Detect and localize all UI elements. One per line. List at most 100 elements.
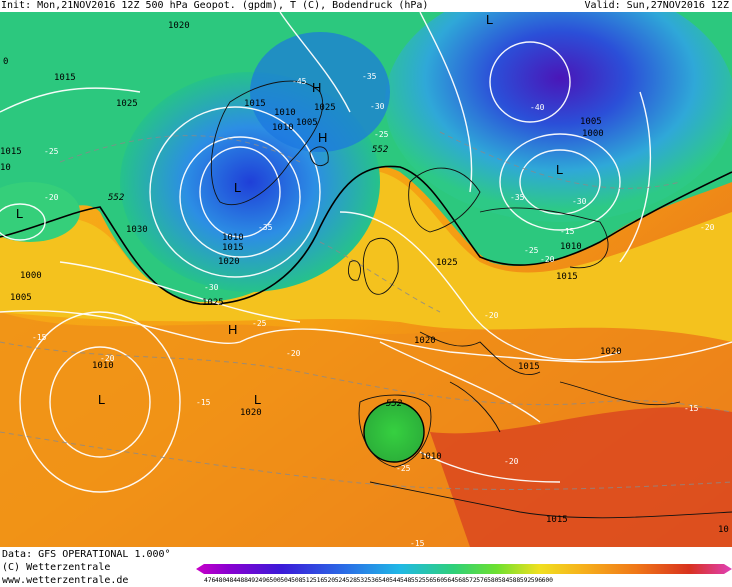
pressure-label: 0 bbox=[3, 57, 8, 67]
pressure-label: 1020 bbox=[168, 21, 190, 31]
pressure-label: 1010 bbox=[272, 123, 294, 133]
geopotential-552-contour bbox=[0, 165, 732, 305]
pressure-label: 1010 bbox=[560, 242, 582, 252]
temperature-label: -25 bbox=[396, 464, 411, 473]
color-scale-tick: 488 bbox=[236, 576, 248, 584]
color-scale-tick: 508 bbox=[291, 576, 303, 584]
pressure-label: 1005 bbox=[580, 117, 602, 127]
pressure-label: 1020 bbox=[218, 257, 240, 267]
color-scale-ticks: 4764804844884924965005045085125165205245… bbox=[204, 576, 553, 585]
coastlines bbox=[210, 80, 732, 519]
pressure-label: 1015 bbox=[518, 362, 540, 372]
pressure-label: 1015 bbox=[556, 272, 578, 282]
pressure-label: 1005 bbox=[10, 293, 32, 303]
pressure-label: 1000 bbox=[582, 129, 604, 139]
pressure-label: 1025 bbox=[202, 298, 224, 308]
color-scale-tick: 560 bbox=[432, 576, 444, 584]
temperature-label: -20 bbox=[700, 223, 715, 232]
copyright-text: (C) Wetterzentrale bbox=[2, 562, 111, 573]
low-center-marker: L bbox=[254, 392, 261, 407]
pressure-label: 1015 bbox=[222, 243, 244, 253]
init-header-text: Init: Mon,21NOV2016 12Z 500 hPa Geopot. … bbox=[1, 0, 429, 11]
valid-time-text: Valid: Sun,27NOV2016 12Z bbox=[584, 0, 730, 11]
color-scale-tick: 504 bbox=[280, 576, 292, 584]
map-footer: Data: GFS OPERATIONAL 1.000° (C) Wetterz… bbox=[0, 548, 732, 587]
pressure-label: 1025 bbox=[314, 103, 336, 113]
low-center-marker: L bbox=[234, 180, 241, 195]
pressure-label: 1010 bbox=[420, 452, 442, 462]
color-scale-tick: 592 bbox=[519, 576, 532, 584]
temperature-label: -20 bbox=[100, 354, 115, 363]
color-scale-tick: 516 bbox=[312, 576, 325, 584]
color-scale-tick: 480 bbox=[214, 576, 227, 584]
isotherms bbox=[0, 131, 732, 490]
temperature-label: -35 bbox=[362, 72, 377, 81]
temperature-label: -30 bbox=[572, 197, 587, 206]
color-scale-tick: 600 bbox=[541, 576, 553, 584]
geopotential-label: 552 bbox=[108, 193, 124, 203]
pressure-label: 1000 bbox=[20, 271, 42, 281]
pressure-label: 1010 bbox=[274, 108, 296, 118]
color-scale-tick: 476 bbox=[204, 576, 216, 584]
color-scale-tick: 492 bbox=[247, 576, 259, 584]
temperature-label: -45 bbox=[292, 77, 307, 86]
temperature-label: -25 bbox=[374, 130, 389, 139]
pressure-label: 1020 bbox=[240, 408, 262, 418]
temperature-label: -25 bbox=[524, 246, 539, 255]
temperature-label: -20 bbox=[44, 193, 59, 202]
high-center-marker: H bbox=[318, 130, 327, 145]
pressure-label: 1020 bbox=[414, 336, 436, 346]
pressure-label: 1025 bbox=[436, 258, 458, 268]
color-scale-tick: 576 bbox=[476, 576, 488, 584]
pressure-label: 1020 bbox=[600, 347, 622, 357]
temperature-label: -20 bbox=[504, 457, 519, 466]
color-scale-tick: 580 bbox=[487, 576, 499, 584]
pressure-labels: 1020 1015 1025 1015 1010 1005 1025 1005 … bbox=[0, 21, 729, 535]
temperature-label: -40 bbox=[530, 103, 545, 112]
color-scale-tick: 564 bbox=[443, 576, 455, 584]
color-scale-tick: 552 bbox=[410, 576, 423, 584]
temperature-label: -35 bbox=[510, 193, 525, 202]
color-scale-tick: 544 bbox=[389, 576, 401, 584]
pressure-label: 1010 bbox=[92, 361, 114, 371]
temperature-label: -25 bbox=[44, 147, 59, 156]
weather-map: 1020 1015 1025 1015 1010 1005 1025 1005 … bbox=[0, 12, 732, 547]
temperature-label: -15 bbox=[196, 398, 211, 407]
cut-off-low-iberia bbox=[364, 402, 424, 462]
temperature-label: -15 bbox=[410, 539, 425, 547]
color-scale-tick: 536 bbox=[367, 576, 379, 584]
color-scale-tick: 572 bbox=[465, 576, 477, 584]
high-center-marker: H bbox=[228, 322, 237, 337]
color-scale-bar bbox=[196, 564, 732, 574]
data-source-text: Data: GFS OPERATIONAL 1.000° bbox=[2, 549, 171, 560]
low-center-marker: L bbox=[98, 392, 105, 407]
temperature-label: -20 bbox=[484, 311, 499, 320]
color-scale-tick: 512 bbox=[302, 576, 314, 584]
temperature-label: -35 bbox=[258, 223, 273, 232]
geopotential-label: 552 bbox=[372, 145, 388, 155]
low-center-marker: L bbox=[556, 162, 563, 177]
color-scale-tick: 588 bbox=[508, 576, 521, 584]
color-scale-tick: 584 bbox=[498, 576, 510, 584]
pressure-label: 1015 bbox=[546, 515, 568, 525]
low-center-marker: L bbox=[486, 12, 493, 27]
temperature-label: -15 bbox=[684, 404, 699, 413]
isobars bbox=[0, 12, 732, 493]
color-scale-tick: 528 bbox=[345, 576, 357, 584]
color-scale-tick: 556 bbox=[421, 576, 434, 584]
iberia-552-contour bbox=[363, 401, 425, 463]
color-scale-tick: 596 bbox=[530, 576, 542, 584]
pressure-label: 1005 bbox=[296, 118, 318, 128]
pressure-label: 10 bbox=[0, 163, 11, 173]
pressure-label: 1015 bbox=[0, 147, 22, 157]
pressure-label: 1015 bbox=[54, 73, 76, 83]
low-center-marker: L bbox=[16, 206, 23, 221]
pressure-label: 1015 bbox=[244, 99, 266, 109]
temperature-label: -30 bbox=[204, 283, 219, 292]
color-scale-tick: 520 bbox=[323, 576, 336, 584]
red-band bbox=[430, 407, 732, 547]
color-scale-tick: 540 bbox=[378, 576, 390, 584]
color-scale-tick: 484 bbox=[225, 576, 238, 584]
color-scale-tick: 568 bbox=[454, 576, 466, 584]
temperature-label: -25 bbox=[252, 319, 267, 328]
